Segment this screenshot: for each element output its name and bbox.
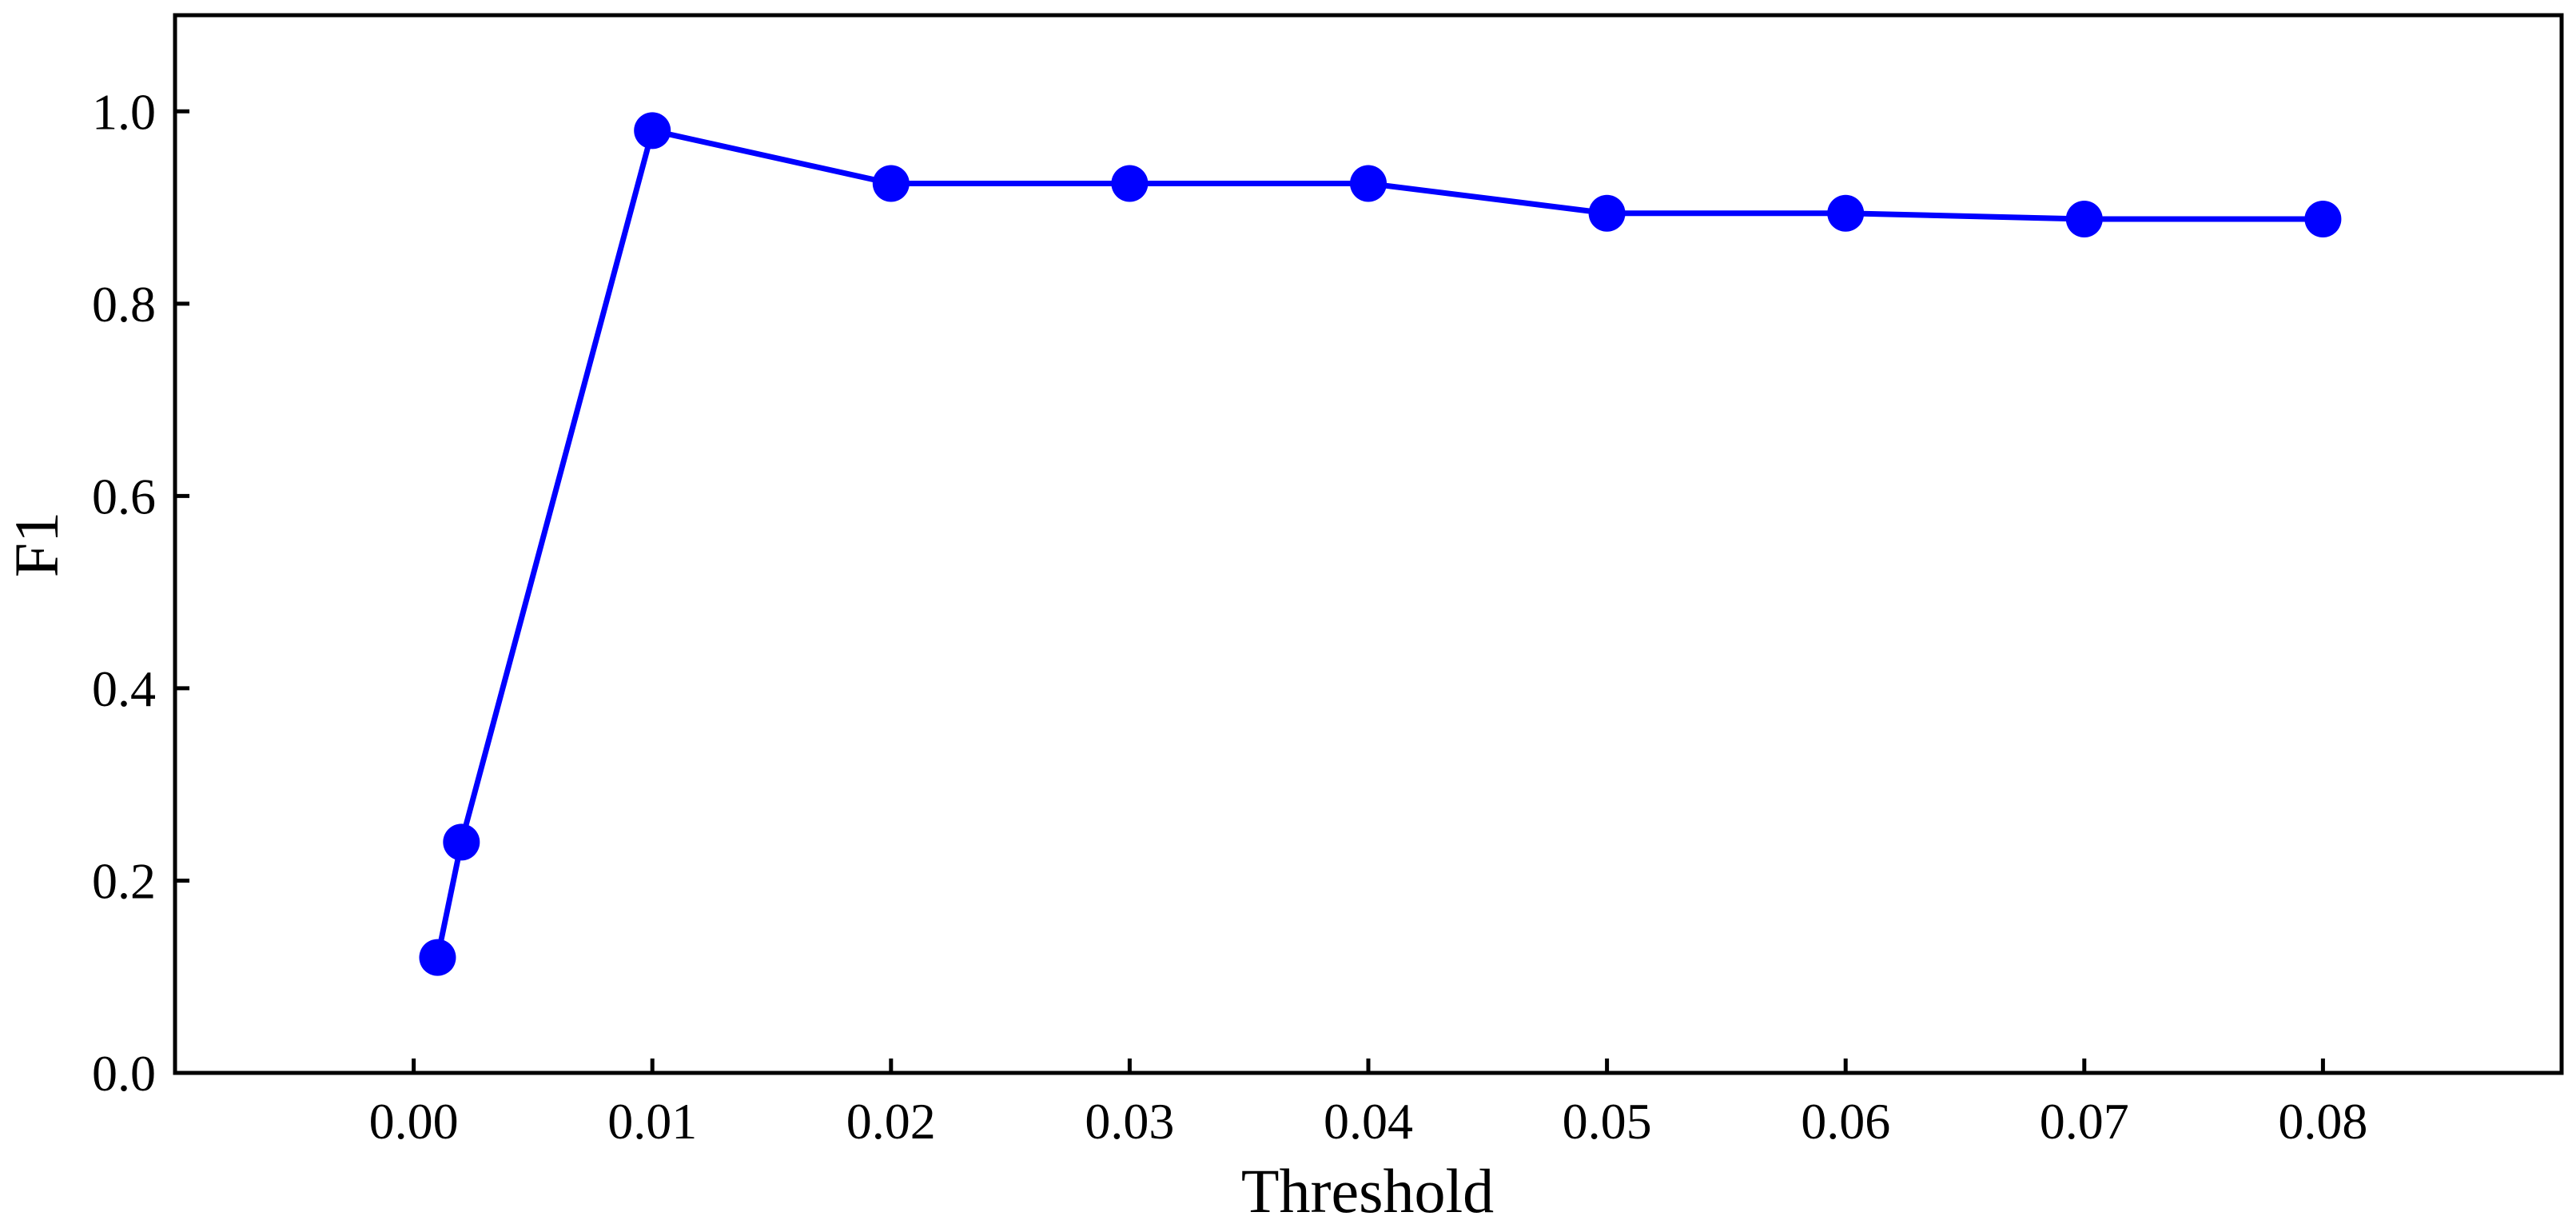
series-point (1111, 165, 1149, 202)
y-axis-label: F1 (2, 512, 71, 577)
x-tick-label: 0.01 (607, 1093, 697, 1150)
x-tick-label: 0.05 (1563, 1093, 1652, 1150)
series-point (1588, 194, 1626, 232)
x-axis-ticks: 0.00 0.01 0.02 0.03 0.04 0.05 0.06 0.07 0.08 (369, 1059, 2367, 1150)
y-tick-label: 0.8 (92, 276, 156, 333)
series-line (434, 127, 2326, 961)
y-tick-label: 1.0 (92, 83, 156, 140)
x-axis-label: Threshold (1241, 1156, 1494, 1226)
y-tick-label: 0.2 (92, 852, 156, 909)
y-tick-label: 0.0 (92, 1045, 156, 1102)
x-tick-label: 0.02 (846, 1093, 936, 1150)
x-tick-label: 0.03 (1085, 1093, 1174, 1150)
y-tick-label: 0.4 (92, 660, 156, 717)
series-point (872, 165, 910, 202)
series-point (419, 939, 456, 976)
x-tick-label: 0.00 (369, 1093, 459, 1150)
x-tick-label: 0.06 (1801, 1093, 1890, 1150)
series-point (1350, 165, 1387, 202)
y-axis-ticks: 0.0 0.2 0.4 0.6 0.8 1.0 (92, 83, 189, 1102)
series-points (419, 112, 2342, 976)
series-point (443, 823, 480, 861)
y-tick-label: 0.6 (92, 468, 156, 524)
series-point (2304, 200, 2342, 237)
x-tick-label: 0.08 (2278, 1093, 2367, 1150)
series-point (634, 112, 671, 150)
series-point (2065, 200, 2103, 237)
x-tick-label: 0.04 (1324, 1093, 1413, 1150)
series-point (1827, 194, 1865, 232)
x-tick-label: 0.07 (2040, 1093, 2129, 1150)
